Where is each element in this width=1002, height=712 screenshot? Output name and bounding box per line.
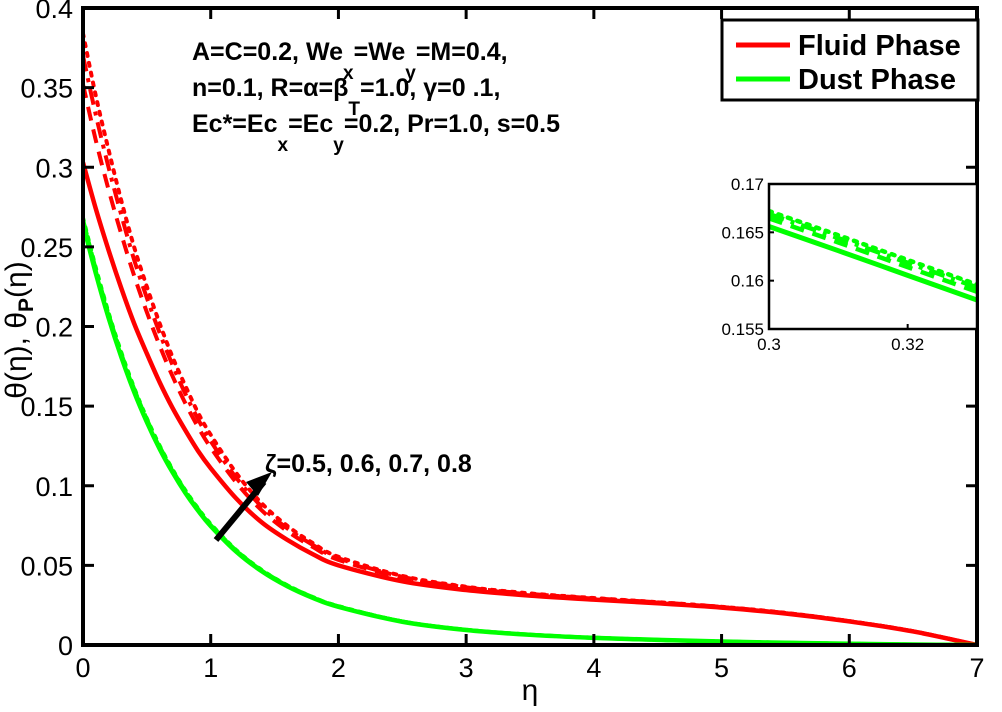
inset-background [769,184,977,329]
annotation-line-3-seg2: =Ec [288,110,333,138]
inset-series-line-3 [769,208,977,287]
y-tick-label-6: 0.3 [35,153,73,183]
x-tick-label-3: 3 [459,653,474,683]
y-tick-label-8: 0.4 [35,0,73,24]
x-tick-label-0: 0 [75,653,90,683]
annotation-line-3-seg4: =0.2, Pr=1.0, s=0.5 [344,110,560,138]
annotation-line-3-seg0: Ec*=Ec [192,110,278,138]
annotation-line-3-seg1: x [278,135,289,156]
annotation-line-2: n=0.1, R=α=βT=1.0, γ=0 .1, [192,74,500,120]
y-tick-label-0: 0 [58,631,73,661]
y-axis-title-part1: θ(η), θ [0,312,33,399]
annotation-line-2-seg0: n=0.1, R=α=β [192,74,348,102]
zeta-arrow-head [246,472,272,496]
annotation-line-1-seg1: x [343,63,354,84]
annotation-line-1-seg2: =We [354,38,406,66]
x-tick-label-2: 2 [331,653,346,683]
y-tick-label-7: 0.35 [20,74,73,104]
annotation-line-1-seg4: =M=0.4, [416,38,508,66]
x-tick-label-7: 7 [969,653,984,683]
x-axis-title: η [522,674,539,707]
legend-label-0: Fluid Phase [798,30,961,62]
legend-box [720,18,980,102]
x-tick-label-1: 1 [203,653,218,683]
inset-y-tick-label-0: 0.155 [721,320,764,339]
inset-y-tick-label-1: 0.16 [731,272,764,291]
y-axis-title-part2: (η) [0,261,33,298]
inset-series-line-2 [769,211,977,290]
y-tick-label-1: 0.05 [20,551,73,581]
x-tick-label-4: 4 [586,653,601,683]
series-group [83,31,977,645]
inset-series-line-0 [769,224,977,303]
inset-y-tick-label-2: 0.165 [721,223,764,242]
inset-group: 0.3 0.32 0.155 0.16 0.165 0.17 [721,175,979,354]
series-line-2 [83,55,977,645]
annotation-line-1-seg0: A=C=0.2, We [192,38,343,66]
y-axis-title: θ(η), θP(η) [0,261,38,398]
annotation-line-3: Ec*=Ecx=Ecy=0.2, Pr=1.0, s=0.5 [192,110,560,156]
inset-series-line-1 [769,216,977,294]
x-tick-label-5: 5 [714,653,729,683]
legend-label-1: Dust Phase [798,64,956,96]
inset-series-group [769,208,977,303]
y-axis-title-sub: P [15,298,38,312]
y-tick-label-4: 0.2 [35,313,73,343]
zeta-arrow [213,472,272,542]
inset-y-tick-label-3: 0.17 [731,175,764,194]
annotation-line-2-seg2: =1.0, γ=0 .1, [360,74,500,102]
inset-x-tick-label-1: 0.32 [891,335,924,354]
y-tick-label-3: 0.15 [20,392,73,422]
inset-x-tick-label-0: 0.3 [757,335,781,354]
inset-frame [767,182,979,331]
y-tick-label-2: 0.1 [35,472,73,502]
tick-group: 0 1 2 3 4 5 6 7 0 0.05 0.1 0.15 0.2 0.25 0.3 0.35 0.4 [20,0,984,683]
x-tick-label-6: 6 [842,653,857,683]
y-tick-label-5: 0.25 [20,233,73,263]
annotation-line-1-seg3: y [405,63,416,84]
series-line-7 [83,215,977,645]
annotation-line-2-seg1: T [348,99,360,120]
zeta-annotation-label: ζ=0.5, 0.6, 0.7, 0.8 [265,450,472,478]
annotation-line-3-seg3: y [333,135,344,156]
annotation-line-1: A=C=0.2, Wex=Wey=M=0.4, [192,38,508,84]
series-line-3 [83,31,977,645]
